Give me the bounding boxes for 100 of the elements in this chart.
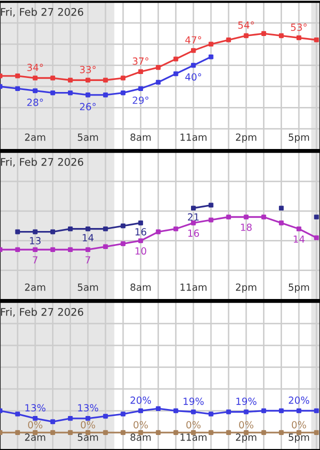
point bbox=[296, 35, 302, 40]
point bbox=[50, 76, 56, 80]
point bbox=[50, 90, 56, 96]
point bbox=[173, 71, 178, 76]
point bbox=[15, 74, 20, 78]
point bbox=[120, 90, 126, 96]
point bbox=[120, 76, 126, 80]
point bbox=[261, 214, 266, 220]
point bbox=[278, 206, 284, 211]
point bbox=[120, 412, 126, 416]
x-tick-label: 11am bbox=[180, 284, 206, 291]
point bbox=[314, 38, 319, 42]
x-tick-label: 5pm bbox=[288, 134, 309, 143]
point bbox=[86, 247, 90, 252]
data-label: 0% bbox=[186, 421, 201, 428]
data-label: 21 bbox=[188, 213, 199, 221]
data-label: 26° bbox=[80, 102, 96, 110]
point bbox=[314, 430, 319, 435]
point bbox=[50, 430, 56, 435]
point bbox=[208, 218, 214, 222]
point bbox=[138, 238, 144, 244]
point bbox=[261, 430, 266, 435]
point bbox=[86, 226, 90, 232]
point bbox=[138, 86, 144, 91]
point bbox=[173, 408, 178, 414]
point bbox=[208, 202, 214, 208]
point bbox=[191, 62, 196, 68]
data-label: 0% bbox=[28, 421, 42, 428]
point bbox=[68, 78, 73, 83]
data-label: 16 bbox=[188, 230, 199, 237]
x-tick-label: 2am bbox=[25, 434, 46, 441]
point bbox=[103, 430, 108, 435]
point bbox=[15, 247, 20, 252]
point bbox=[68, 247, 73, 252]
data-label: 7 bbox=[32, 256, 38, 264]
point bbox=[15, 86, 20, 91]
point bbox=[156, 406, 161, 411]
data-label: 34° bbox=[27, 64, 43, 72]
point bbox=[120, 430, 126, 435]
data-label: 13% bbox=[78, 404, 98, 412]
x-tick-label: 2am bbox=[25, 134, 46, 141]
data-label: 13 bbox=[30, 237, 41, 244]
point bbox=[50, 247, 56, 252]
point bbox=[86, 92, 90, 98]
point bbox=[32, 229, 38, 234]
data-label: 14 bbox=[82, 234, 94, 242]
point bbox=[314, 408, 319, 414]
x-tick-label: 2pm bbox=[236, 134, 256, 143]
data-label: 19% bbox=[236, 398, 256, 405]
data-label: 47° bbox=[185, 36, 202, 44]
point bbox=[296, 408, 302, 414]
point bbox=[208, 42, 214, 47]
point bbox=[32, 76, 38, 80]
point bbox=[68, 416, 73, 421]
point bbox=[50, 419, 56, 424]
point bbox=[278, 430, 284, 435]
data-label: 0% bbox=[292, 421, 306, 428]
chart-title: Fri, Feb 27 2026 bbox=[1, 308, 84, 317]
data-label: 19% bbox=[184, 398, 204, 405]
point bbox=[278, 408, 284, 414]
data-label: 40° bbox=[185, 73, 202, 81]
point bbox=[278, 33, 284, 38]
x-tick-label: 5am bbox=[78, 284, 98, 291]
point bbox=[191, 409, 196, 414]
point bbox=[32, 416, 38, 421]
point bbox=[138, 408, 144, 414]
data-label: 16 bbox=[136, 228, 146, 236]
point bbox=[226, 214, 231, 220]
point bbox=[103, 244, 108, 250]
x-tick-label: 11am bbox=[180, 434, 206, 441]
point bbox=[138, 220, 144, 226]
point bbox=[314, 235, 319, 240]
point bbox=[173, 56, 178, 62]
point bbox=[68, 430, 73, 435]
point bbox=[191, 220, 196, 226]
point bbox=[50, 229, 56, 234]
data-label: 54° bbox=[238, 21, 254, 29]
x-tick-label: 11am bbox=[180, 134, 206, 141]
point bbox=[208, 412, 214, 416]
x-tick-label: 2pm bbox=[236, 284, 256, 293]
point bbox=[15, 430, 20, 435]
x-tick-label: 2pm bbox=[236, 434, 256, 443]
data-label: 7 bbox=[86, 256, 90, 264]
point bbox=[138, 69, 144, 74]
point bbox=[226, 430, 231, 435]
point bbox=[314, 214, 319, 220]
data-label: 18 bbox=[241, 224, 252, 231]
point bbox=[173, 226, 178, 232]
point bbox=[244, 33, 249, 38]
x-tick-label: 8am bbox=[130, 134, 151, 141]
x-tick-label: 5am bbox=[78, 434, 98, 441]
point bbox=[103, 92, 108, 98]
data-label: 14 bbox=[294, 236, 305, 243]
point bbox=[261, 408, 266, 414]
x-tick-label: 5pm bbox=[288, 434, 309, 443]
x-tick-label: 8am bbox=[130, 434, 151, 441]
point bbox=[278, 220, 284, 226]
data-label: 28° bbox=[27, 98, 43, 106]
point bbox=[226, 38, 231, 42]
x-tick-label: 5am bbox=[78, 134, 98, 141]
